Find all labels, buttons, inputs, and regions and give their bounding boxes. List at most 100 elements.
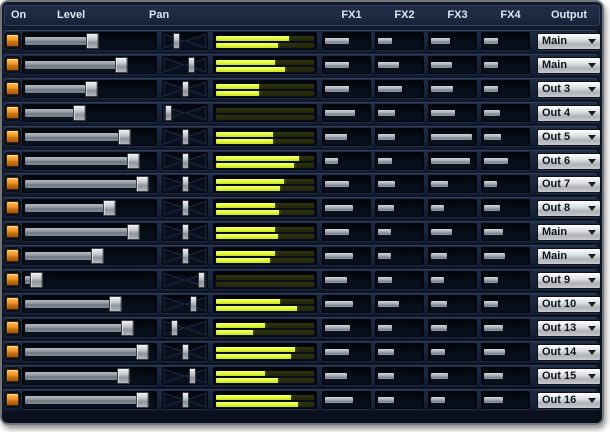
fx1-send-slider[interactable]	[322, 223, 371, 242]
pan-slider[interactable]	[162, 318, 208, 337]
level-slider[interactable]	[22, 271, 157, 289]
level-slider[interactable]	[22, 294, 157, 313]
fx3-send-slider[interactable]	[428, 79, 477, 98]
level-slider[interactable]	[22, 342, 157, 361]
output-select[interactable]: Out 5	[537, 128, 601, 146]
channel-on-led[interactable]	[6, 249, 19, 263]
pan-slider[interactable]	[162, 32, 208, 50]
fx3-send-slider[interactable]	[428, 271, 477, 289]
output-select[interactable]: Out 4	[537, 104, 601, 122]
level-slider[interactable]	[22, 318, 157, 337]
pan-slider[interactable]	[162, 366, 208, 385]
pan-handle[interactable]	[181, 152, 189, 169]
level-slider[interactable]	[22, 247, 157, 266]
fx1-send-slider[interactable]	[322, 247, 371, 266]
fx3-send-slider[interactable]	[428, 390, 477, 409]
fx1-send-slider[interactable]	[322, 390, 371, 409]
channel-on-led[interactable]	[6, 225, 19, 239]
level-slider-handle[interactable]	[121, 319, 135, 336]
pan-handle[interactable]	[187, 56, 195, 73]
fx4-send-slider[interactable]	[481, 342, 530, 361]
level-slider-handle[interactable]	[102, 200, 116, 217]
pan-handle[interactable]	[181, 200, 189, 217]
pan-slider[interactable]	[162, 127, 208, 146]
output-select[interactable]: Out 13	[537, 319, 601, 337]
channel-on-led[interactable]	[6, 201, 19, 215]
level-slider-handle[interactable]	[86, 33, 100, 49]
fx3-send-slider[interactable]	[428, 55, 477, 74]
output-select[interactable]: Out 6	[537, 152, 601, 170]
pan-slider[interactable]	[162, 79, 208, 98]
pan-slider[interactable]	[162, 390, 208, 409]
fx1-send-slider[interactable]	[322, 342, 371, 361]
level-slider[interactable]	[22, 151, 157, 170]
pan-handle[interactable]	[189, 295, 197, 312]
fx4-send-slider[interactable]	[481, 366, 530, 385]
fx2-send-slider[interactable]	[375, 247, 424, 266]
fx4-send-slider[interactable]	[481, 199, 530, 218]
fx4-send-slider[interactable]	[481, 151, 530, 170]
channel-on-led[interactable]	[6, 34, 19, 47]
level-slider-handle[interactable]	[29, 272, 43, 288]
fx3-send-slider[interactable]	[428, 103, 477, 122]
fx2-send-slider[interactable]	[375, 390, 424, 409]
fx2-send-slider[interactable]	[375, 294, 424, 313]
level-slider[interactable]	[22, 223, 157, 242]
fx3-send-slider[interactable]	[428, 223, 477, 242]
level-slider[interactable]	[22, 32, 157, 50]
fx1-send-slider[interactable]	[322, 103, 371, 122]
level-slider[interactable]	[22, 79, 157, 98]
pan-handle[interactable]	[170, 319, 178, 336]
pan-handle[interactable]	[181, 343, 189, 360]
fx2-send-slider[interactable]	[375, 318, 424, 337]
level-slider[interactable]	[22, 103, 157, 122]
fx1-send-slider[interactable]	[322, 55, 371, 74]
level-slider[interactable]	[22, 199, 157, 218]
pan-handle[interactable]	[197, 272, 205, 288]
level-slider-handle[interactable]	[91, 248, 105, 265]
fx3-send-slider[interactable]	[428, 199, 477, 218]
pan-slider[interactable]	[162, 294, 208, 313]
fx4-send-slider[interactable]	[481, 223, 530, 242]
fx2-send-slider[interactable]	[375, 151, 424, 170]
output-select[interactable]: Out 7	[537, 176, 601, 194]
channel-on-led[interactable]	[6, 105, 19, 119]
fx4-send-slider[interactable]	[481, 55, 530, 74]
pan-handle[interactable]	[172, 33, 180, 49]
fx4-send-slider[interactable]	[481, 175, 530, 194]
channel-on-led[interactable]	[6, 129, 19, 143]
output-select[interactable]: Main	[537, 33, 601, 50]
fx1-send-slider[interactable]	[322, 271, 371, 289]
fx4-send-slider[interactable]	[481, 247, 530, 266]
fx1-send-slider[interactable]	[322, 318, 371, 337]
fx4-send-slider[interactable]	[481, 127, 530, 146]
fx1-send-slider[interactable]	[322, 294, 371, 313]
fx4-send-slider[interactable]	[481, 103, 530, 122]
output-select[interactable]: Out 16	[537, 391, 601, 409]
pan-slider[interactable]	[162, 271, 208, 289]
fx3-send-slider[interactable]	[428, 32, 477, 50]
pan-handle[interactable]	[181, 80, 189, 97]
fx4-send-slider[interactable]	[481, 79, 530, 98]
fx3-send-slider[interactable]	[428, 127, 477, 146]
pan-handle[interactable]	[181, 128, 189, 145]
level-slider-handle[interactable]	[136, 343, 150, 360]
fx2-send-slider[interactable]	[375, 271, 424, 289]
pan-slider[interactable]	[162, 223, 208, 242]
output-select[interactable]: Out 15	[537, 367, 601, 385]
fx3-send-slider[interactable]	[428, 151, 477, 170]
level-slider-handle[interactable]	[108, 295, 122, 312]
pan-handle[interactable]	[165, 104, 172, 121]
output-select[interactable]: Main	[537, 248, 601, 266]
level-slider-handle[interactable]	[117, 128, 131, 145]
fx2-send-slider[interactable]	[375, 79, 424, 98]
fx2-send-slider[interactable]	[375, 103, 424, 122]
fx3-send-slider[interactable]	[428, 247, 477, 266]
fx2-send-slider[interactable]	[375, 366, 424, 385]
pan-handle[interactable]	[181, 248, 189, 265]
fx2-send-slider[interactable]	[375, 32, 424, 50]
pan-handle[interactable]	[181, 391, 189, 408]
fx2-send-slider[interactable]	[375, 342, 424, 361]
output-select[interactable]: Out 9	[537, 272, 601, 289]
channel-on-led[interactable]	[6, 392, 19, 406]
